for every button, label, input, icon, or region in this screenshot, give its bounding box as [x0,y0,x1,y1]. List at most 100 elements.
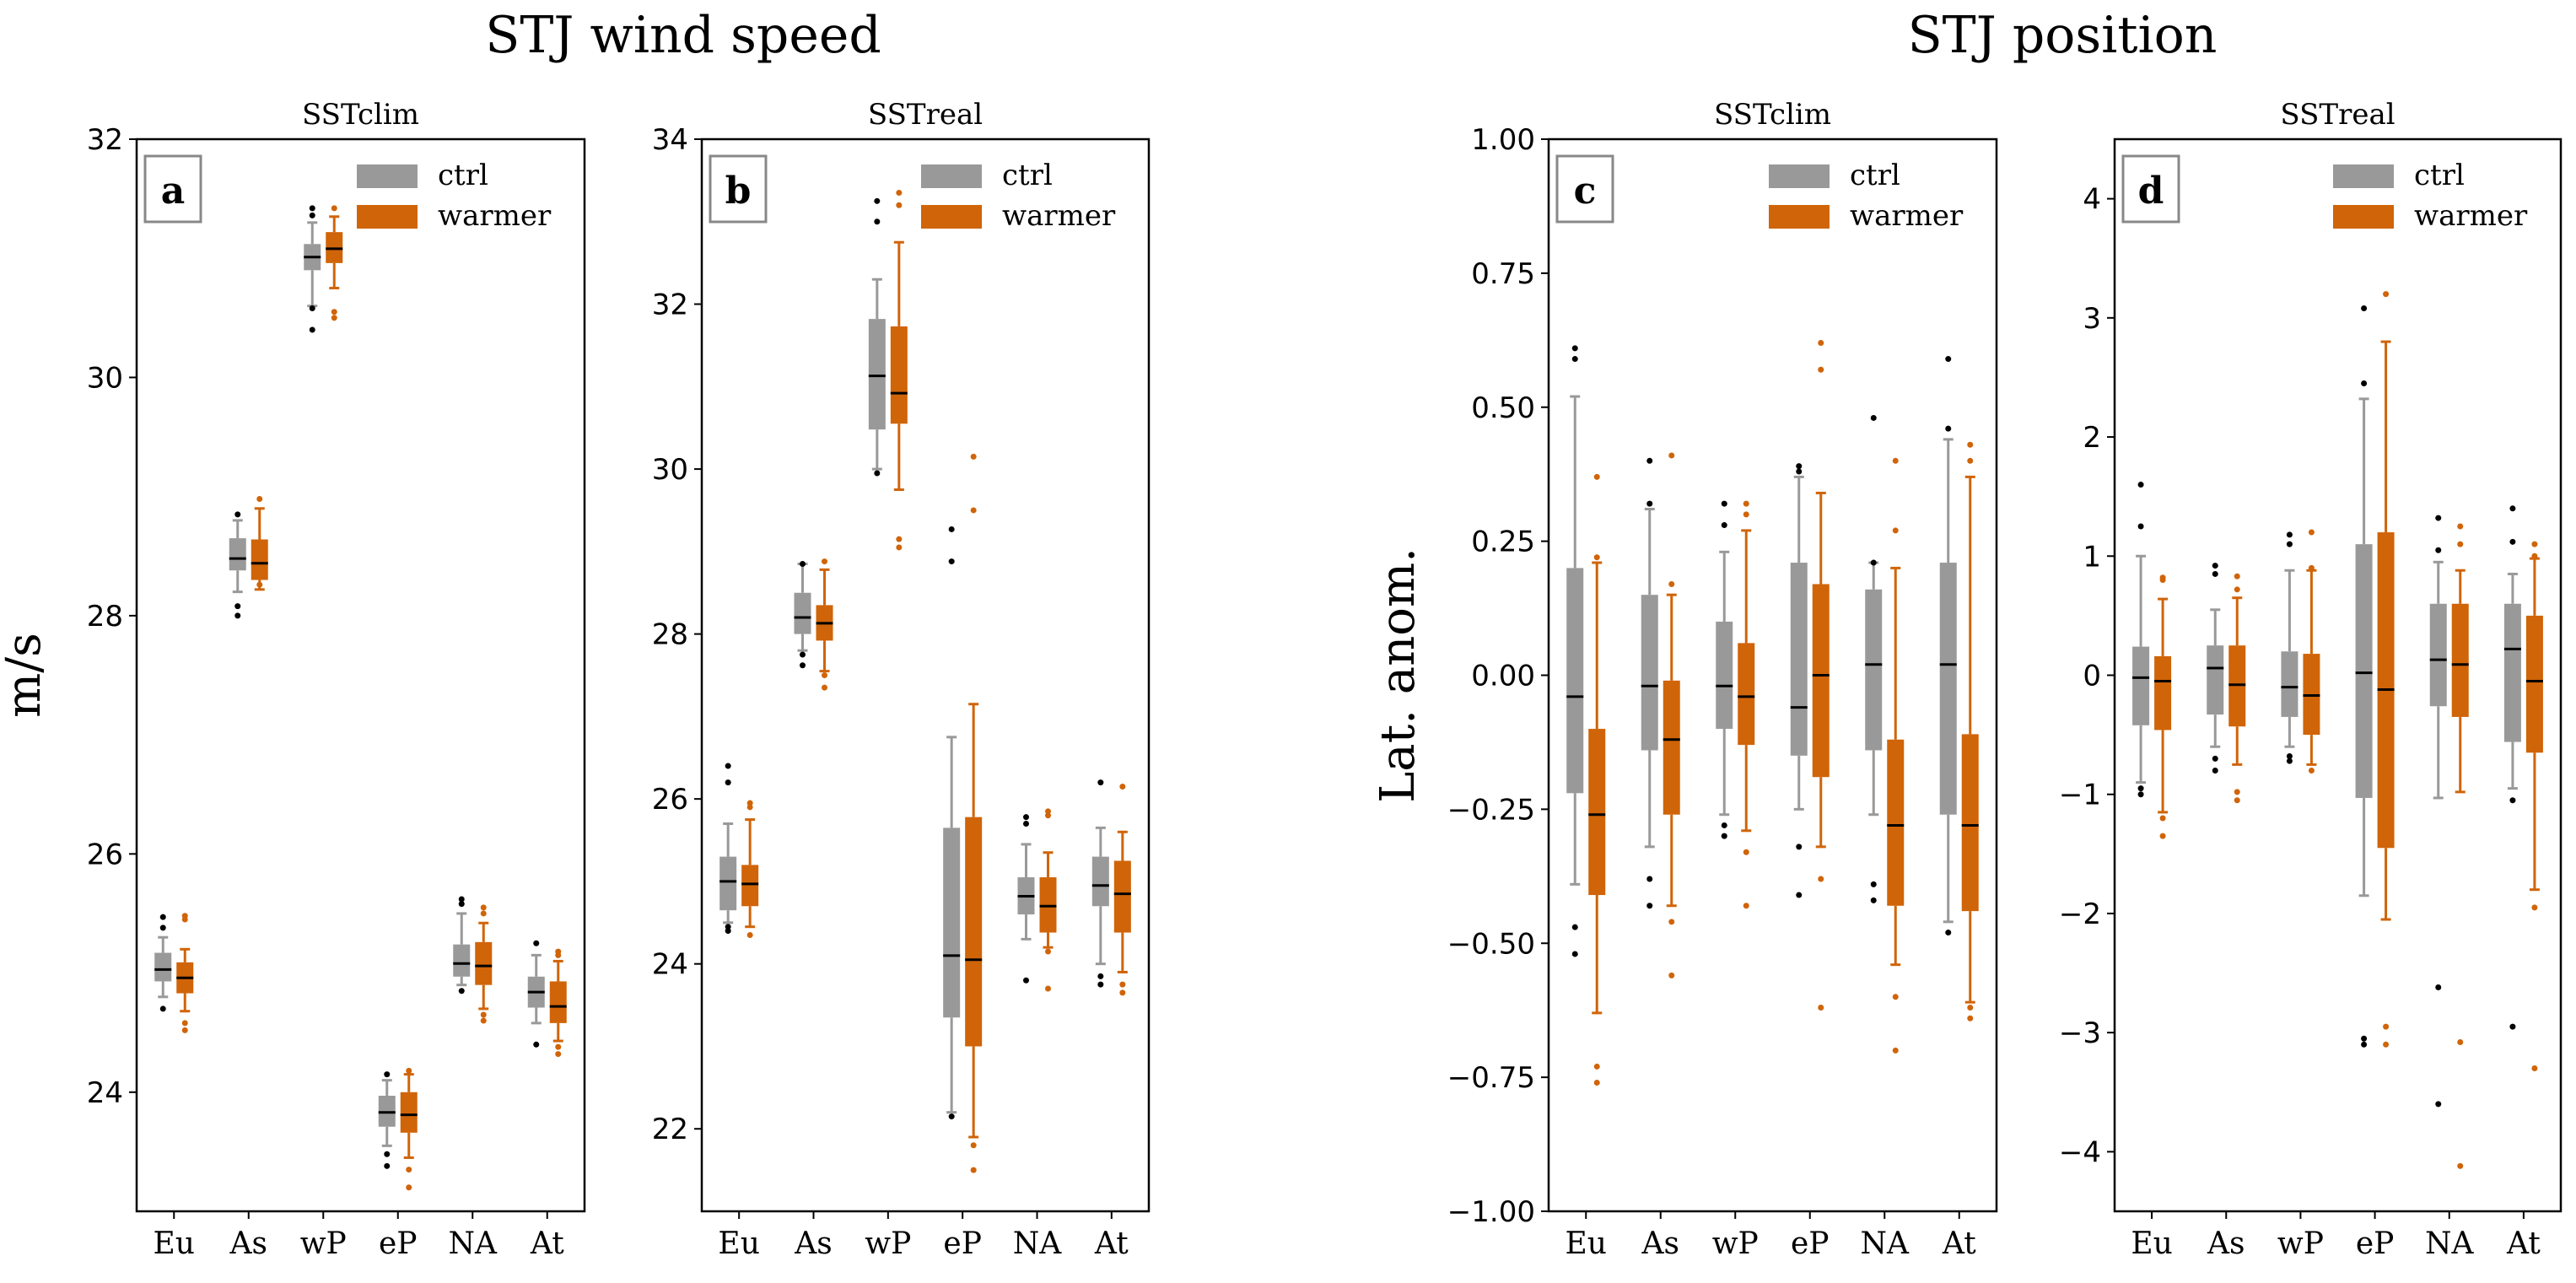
axes-frame [135,137,586,1213]
flier-point [1967,1005,1974,1011]
flier-point [2212,570,2218,577]
box-ctrl-eu [1566,345,1584,957]
flier-point [458,896,465,903]
box-body [1588,729,1606,896]
flier-point [874,470,881,477]
x-tick-label-ep: eP [2356,1226,2395,1261]
y-tick-label: 24 [87,1076,123,1110]
box-warmer-ep [2377,291,2395,1048]
flier-point [309,305,315,312]
flier-point [746,804,753,811]
box-ctrl-na [1017,814,1035,984]
flier-point [2159,574,2166,581]
box-body [2429,603,2447,707]
flier-point [2383,291,2390,298]
panel-c: SSTclim −1.00 −0.75 −0.50 −0.25 0.00 0.25 0.50 0… [1371,98,1998,1261]
y-tick-label: −1.00 [1447,1195,1535,1229]
flier-point [2361,305,2368,312]
box-warmer-wp [1738,500,1755,909]
flier-point [1646,903,1653,909]
flier-point [331,309,337,315]
flier-point [1743,849,1749,855]
x-tick-label-wp: wP [300,1226,347,1261]
box-ctrl-eu [154,914,172,1012]
flier-point [2509,538,2516,545]
flier-point [1870,559,1877,566]
flier-point [2286,753,2293,760]
flier-point [555,1043,562,1050]
x-tick-label-na: NA [1013,1226,1063,1261]
x-tick-label-as: As [229,1226,267,1261]
flier-point [1119,989,1126,996]
box-body [794,592,811,634]
panel-letter: c [1574,170,1597,213]
flier-point [2509,797,2516,804]
box-warmer-na [1039,808,1057,992]
flier-point [2531,904,2538,911]
flier-point [1967,441,1974,448]
flier-point [2435,547,2442,553]
flier-point [1870,881,1877,887]
flier-point [896,544,903,551]
box-ctrl-eu [2132,482,2150,798]
box-warmer-ep [965,453,983,1173]
x-tick-label-at: At [1942,1226,1976,1261]
flier-point [1571,924,1578,930]
flier-point [309,326,315,333]
flier-point [1119,981,1126,988]
panel-b: SSTreal 22 24 26 28 30 32 34 Eu As wP eP NA At b ctrl wa… [652,98,1151,1261]
flier-point [1721,822,1727,828]
y-tick-label: 28 [652,618,688,652]
box-body [1663,680,1680,815]
flier-point [234,511,241,518]
flier-point [2212,767,2218,774]
y-tick-label: 22 [652,1113,688,1146]
panel-title: SSTreal [2280,98,2395,132]
flier-point [2137,791,2144,798]
flier-point [458,901,465,908]
flier-point [181,1027,188,1033]
legend: ctrl warmer [2333,159,2528,233]
legend-label-ctrl: ctrl [438,159,488,192]
x-tick-label-at: At [2506,1226,2541,1261]
flier-point [2361,380,2368,387]
flier-point [1571,951,1578,957]
box-warmer-ep [400,1067,418,1191]
box-body [1790,563,1808,756]
legend-label-warmer: warmer [1002,199,1116,233]
flier-point [1743,500,1749,507]
box-body [1113,860,1131,933]
flier-point [2531,1065,2538,1072]
box-ctrl-ep [378,1071,396,1169]
box-body [1641,595,1658,751]
box-body [965,817,983,1047]
flier-point [725,924,731,930]
flier-point [2361,1041,2368,1048]
flier-point [1646,500,1653,507]
legend-swatch-warmer [357,205,418,229]
box-body [890,326,908,424]
flier-point [2137,523,2144,530]
flier-point [874,218,881,225]
y-tick-label: 0 [2083,660,2101,693]
flier-point [1571,345,1578,352]
panel-title: SSTclim [302,98,419,132]
panel-letter-box [709,154,768,224]
flier-point [2308,767,2315,774]
flier-point [822,684,827,691]
box-body [2154,655,2172,730]
box-warmer-as [816,558,833,691]
flier-point [384,1071,391,1078]
box-warmer-as [251,495,268,591]
box-body [475,941,493,985]
flier-point [2286,531,2293,538]
flier-point [309,212,315,218]
flier-point [256,581,263,588]
box-body [2355,544,2373,798]
flier-point [384,1151,391,1157]
flier-point [181,1020,188,1027]
flier-point [2531,553,2538,559]
x-tick-label-eu: Eu [718,1226,759,1261]
flier-point [1593,473,1600,480]
y-tick-label: 34 [652,123,688,157]
